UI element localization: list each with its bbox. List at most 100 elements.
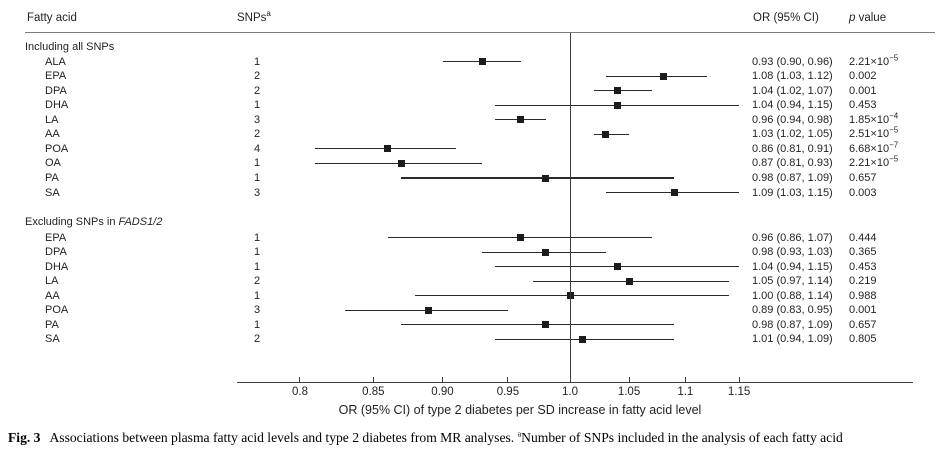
axis-tick-label: 0.8 [291, 386, 308, 398]
p-value-base: 6.68×10 [849, 142, 890, 155]
axis-tick [628, 377, 630, 382]
row-or-ci: 1.04 (1.02, 1.07) [752, 84, 833, 97]
row-snps-count: 2 [253, 84, 261, 97]
p-value-base: 0.453 [849, 99, 877, 112]
or-marker [517, 116, 525, 124]
ci-line [593, 90, 652, 92]
p-value-base: 0.001 [849, 84, 877, 97]
axis-tick-label: 1.05 [617, 386, 641, 398]
row-label: PA [45, 172, 59, 184]
p-value-base: 0.805 [849, 333, 877, 346]
row-or-ci: 1.00 (0.88, 1.14) [752, 289, 833, 302]
p-value-base: 0.657 [849, 172, 877, 184]
row-p-value: 0.988 [849, 289, 877, 303]
p-value-base: 2.21×10 [849, 157, 890, 170]
row-p-value: 1.85×10−4 [849, 112, 898, 127]
row-or-ci: 1.05 (0.97, 1.14) [752, 275, 833, 288]
section-label-gene: FADS1/2 [118, 216, 163, 228]
p-value-base: 0.444 [849, 231, 877, 244]
row-or-ci: 0.98 (0.87, 1.09) [752, 172, 833, 184]
axis-tick [372, 377, 374, 382]
row-label: LA [45, 275, 59, 288]
row-p-value: 2.51×10−5 [849, 125, 899, 141]
or-marker [542, 248, 550, 256]
row-or-ci: 1.03 (1.02, 1.05) [752, 128, 833, 141]
row-label: DHA [45, 260, 69, 273]
row-or-ci: 0.86 (0.81, 0.91) [752, 142, 833, 155]
row-p-value: 0.453 [849, 98, 877, 112]
p-value-base: 2.51×10 [849, 128, 890, 141]
row-label: ALA [45, 55, 66, 68]
or-marker [613, 101, 621, 109]
row-label: AA [45, 128, 60, 141]
ci-line [401, 177, 675, 179]
row-p-value: 0.657 [849, 171, 877, 185]
row-label: DPA [45, 84, 67, 97]
row-or-ci: 0.96 (0.94, 0.98) [752, 113, 833, 126]
row-snps-count: 1 [253, 55, 261, 68]
row-p-value: 0.657 [849, 318, 877, 332]
row-p-value: 0.003 [849, 186, 877, 200]
or-marker [659, 72, 667, 80]
or-marker [602, 130, 610, 138]
or-marker [613, 87, 621, 95]
row-p-value: 0.805 [849, 332, 877, 346]
p-value-base: 0.657 [849, 318, 877, 331]
p-value-exponent: −5 [889, 125, 899, 135]
axis-tick-label: 0.90 [431, 386, 454, 398]
row-label: AA [45, 289, 60, 302]
row-label: POA [45, 304, 69, 317]
axis-tick-label: 0.95 [496, 386, 520, 398]
axis-tick [507, 377, 509, 382]
row-label: EPA [45, 70, 67, 83]
row-or-ci: 0.98 (0.87, 1.09) [752, 318, 833, 331]
or-marker [625, 277, 633, 285]
x-axis-line [237, 382, 913, 384]
row-snps-count: 1 [253, 246, 261, 259]
row-snps-count: 3 [253, 186, 261, 199]
or-marker [578, 335, 586, 343]
or-marker [425, 306, 433, 314]
p-value-base: 1.85×10 [849, 113, 890, 126]
row-label: SA [45, 333, 60, 346]
row-snps-count: 1 [253, 289, 261, 302]
row-snps-count: 1 [253, 99, 261, 112]
axis-tick [738, 377, 740, 382]
row-snps-count: 2 [253, 128, 261, 141]
row-label: PA [45, 318, 59, 331]
caption-text: Associations between plasma fatty acid l… [49, 430, 518, 445]
section-label: Excluding SNPs in FADS1/2 [25, 215, 162, 229]
or-marker [384, 145, 391, 153]
p-value-base: 2.21×10 [849, 55, 890, 68]
row-snps-count: 4 [253, 142, 261, 155]
axis-tick-label: 1.0 [562, 386, 578, 398]
row-or-ci: 0.98 (0.93, 1.03) [752, 246, 833, 259]
row-or-ci: 1.04 (0.94, 1.15) [752, 99, 833, 112]
caption-fig-label: Fig. 3 [8, 430, 41, 445]
row-label: DHA [45, 99, 69, 112]
figure-caption: Fig. 3 Associations between plasma fatty … [8, 430, 843, 446]
row-snps-count: 3 [253, 113, 261, 126]
p-value-base: 0.365 [849, 246, 877, 259]
axis-tick-label: 0.85 [362, 386, 385, 398]
column-header-p-value: p value [849, 11, 886, 25]
ci-line [605, 75, 708, 77]
p-value-exponent: −5 [889, 154, 899, 164]
snps-header-text: SNPs [237, 12, 267, 24]
section-label: Including all SNPs [25, 40, 114, 54]
snps-header-superscript: a [266, 9, 271, 19]
row-label: POA [45, 142, 69, 155]
or-marker [542, 174, 550, 182]
row-snps-count: 1 [253, 260, 261, 273]
or-marker [670, 189, 678, 197]
or-marker [542, 321, 550, 329]
row-p-value: 0.365 [849, 245, 877, 259]
p-value-base: 0.988 [849, 289, 877, 302]
p-value-base: 0.219 [849, 275, 877, 288]
row-or-ci: 1.08 (1.03, 1.12) [752, 70, 833, 83]
row-snps-count: 2 [253, 333, 261, 346]
axis-tick-label: 1.1 [677, 386, 694, 398]
x-axis-title: OR (95% CI) of type 2 diabetes per SD in… [338, 403, 702, 417]
p-value-base: 0.002 [849, 70, 877, 83]
